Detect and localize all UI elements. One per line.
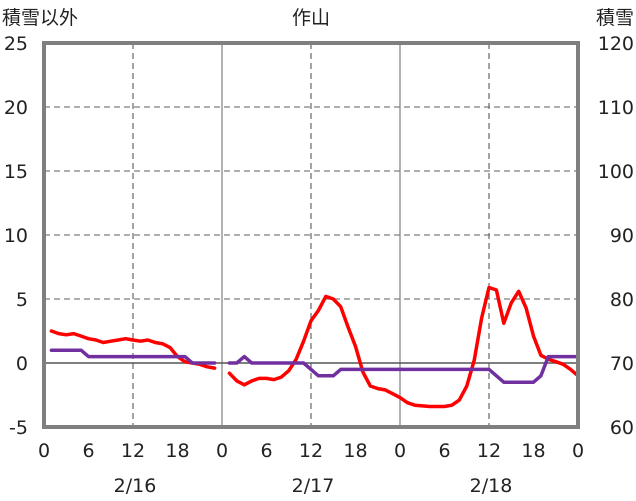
purple-series-line <box>49 348 217 365</box>
y-left-tick-label: 10 <box>4 225 28 247</box>
y-left-tick-label: 25 <box>4 33 28 55</box>
series-layer <box>49 285 580 409</box>
y-left-tick-label: 0 <box>16 353 28 375</box>
x-tick-label: 6 <box>438 440 450 462</box>
x-tick-label: 12 <box>299 440 323 462</box>
x-tick-label: 0 <box>572 440 584 462</box>
x-tick-label: 18 <box>165 440 189 462</box>
plot-border <box>42 41 580 429</box>
x-tick-label: 0 <box>216 440 228 462</box>
y-right-tick-label: 80 <box>610 289 634 311</box>
x-tick-label: 12 <box>477 440 501 462</box>
x-tick-label: 6 <box>260 440 272 462</box>
y-right-tick-label: 90 <box>610 225 634 247</box>
red-series-line <box>227 285 580 409</box>
right-axis-label: 積雪 <box>596 7 634 29</box>
chart-title: 作山 <box>292 7 330 29</box>
date-label: 2/18 <box>470 475 513 497</box>
y-left-tick-label: -5 <box>9 417 28 439</box>
x-tick-label: 18 <box>343 440 367 462</box>
gridlines <box>44 43 578 427</box>
purple-series-line <box>227 354 580 384</box>
y-right-tick-label: 120 <box>598 33 634 55</box>
x-tick-label: 12 <box>121 440 145 462</box>
x-tick-label: 6 <box>82 440 94 462</box>
x-tick-label: 0 <box>38 440 50 462</box>
plot-frame <box>42 41 580 429</box>
y-right-tick-label: 100 <box>598 161 634 183</box>
y-left-tick-label: 20 <box>4 97 28 119</box>
y-right-tick-label: 110 <box>598 97 634 119</box>
y-left-tick-label: 5 <box>16 289 28 311</box>
x-tick-label: 18 <box>521 440 545 462</box>
left-axis-label: 積雪以外 <box>2 7 78 29</box>
y-left-tick-label: 15 <box>4 161 28 183</box>
date-label: 2/17 <box>292 475 335 497</box>
y-right-tick-label: 70 <box>610 353 634 375</box>
red-series-line <box>49 329 217 370</box>
date-label: 2/16 <box>114 475 157 497</box>
y-right-tick-label: 60 <box>610 417 634 439</box>
x-tick-label: 0 <box>394 440 406 462</box>
